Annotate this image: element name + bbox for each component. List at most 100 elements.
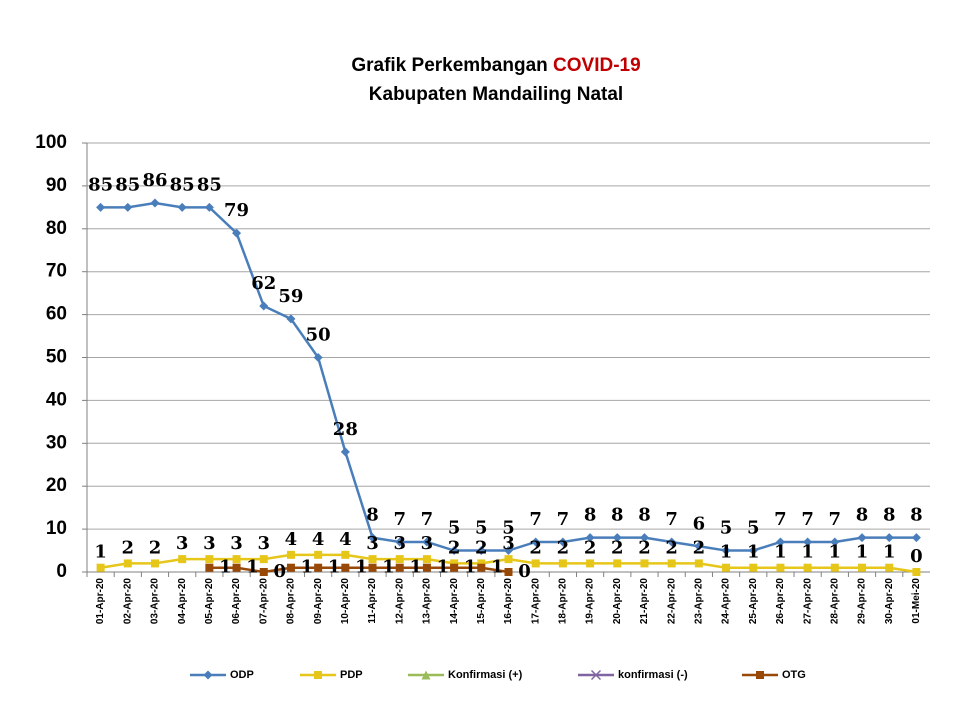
- y-tick-label: 50: [46, 347, 67, 368]
- point-marker: [449, 546, 459, 556]
- point-marker: [204, 202, 214, 212]
- point-marker: [205, 563, 214, 572]
- chart-title: Grafik Perkembangan: [351, 55, 547, 76]
- data-label: 1: [219, 557, 232, 578]
- x-tick-label: 01-Apr-20: [95, 578, 106, 625]
- data-label: 1: [382, 557, 395, 578]
- y-tick-label: 30: [46, 432, 67, 453]
- point-marker: [590, 669, 602, 681]
- data-label: 85: [115, 174, 140, 195]
- data-label: 50: [306, 325, 331, 346]
- data-label: 8: [910, 505, 923, 526]
- x-tick-label: 13-Apr-20: [422, 578, 433, 625]
- point-marker: [531, 537, 541, 547]
- point-marker: [368, 555, 377, 564]
- point-marker: [421, 670, 431, 680]
- point-marker: [885, 563, 894, 572]
- point-marker: [884, 533, 894, 543]
- point-marker: [558, 559, 567, 568]
- point-marker: [477, 559, 486, 568]
- point-marker: [341, 563, 350, 572]
- data-label: 8: [611, 505, 624, 526]
- data-label: 0: [273, 561, 286, 582]
- point-marker: [422, 555, 431, 564]
- x-tick-label: 14-Apr-20: [449, 578, 460, 625]
- data-label: 1: [491, 557, 504, 578]
- point-marker: [123, 202, 133, 212]
- point-marker: [314, 563, 323, 572]
- point-marker: [422, 563, 431, 572]
- legend-label: konfirmasi (-): [618, 669, 688, 681]
- data-label: 7: [665, 509, 678, 530]
- point-marker: [259, 568, 268, 576]
- data-label: 2: [529, 537, 542, 558]
- x-tick-label: 29-Apr-20: [857, 578, 868, 625]
- data-label: 2: [149, 537, 162, 558]
- point-marker: [612, 533, 622, 543]
- point-marker: [395, 555, 404, 564]
- x-tick-label: 27-Apr-20: [802, 578, 813, 625]
- point-marker: [558, 537, 568, 547]
- data-label: 1: [747, 542, 760, 563]
- data-label: 8: [638, 505, 651, 526]
- y-tick-label: 90: [46, 175, 67, 196]
- data-label: 8: [856, 505, 869, 526]
- y-tick-label: 40: [46, 389, 67, 410]
- point-marker: [123, 559, 132, 568]
- data-label: 1: [246, 557, 259, 578]
- point-marker: [395, 537, 405, 547]
- point-marker: [150, 198, 160, 208]
- x-tick-label: 09-Apr-20: [313, 578, 324, 625]
- point-marker: [858, 563, 867, 572]
- x-tick-label: 04-Apr-20: [177, 578, 188, 625]
- point-marker: [286, 550, 295, 559]
- data-label: 4: [285, 529, 298, 550]
- point-marker: [640, 559, 649, 568]
- x-tick-label: 17-Apr-20: [530, 578, 541, 625]
- x-tick-label: 25-Apr-20: [748, 578, 759, 625]
- data-label: 0: [910, 546, 923, 567]
- data-label: 1: [94, 542, 107, 563]
- point-marker: [830, 563, 839, 572]
- point-marker: [286, 314, 296, 324]
- legend-label: PDP: [340, 669, 363, 681]
- point-marker: [722, 563, 731, 572]
- point-marker: [756, 671, 764, 679]
- point-marker: [205, 555, 214, 564]
- x-tick-label: 20-Apr-20: [612, 578, 623, 625]
- data-label: 4: [312, 529, 325, 550]
- data-label: 2: [584, 537, 597, 558]
- data-label: 7: [393, 509, 406, 530]
- point-marker: [150, 559, 159, 568]
- x-tick-label: 01-Mei-20: [911, 578, 922, 624]
- chart-title-highlight: COVID-19: [553, 55, 641, 76]
- point-marker: [694, 559, 703, 568]
- data-label: 3: [393, 533, 406, 554]
- x-tick-label: 26-Apr-20: [775, 578, 786, 625]
- data-label: 3: [203, 533, 216, 554]
- x-tick-label: 07-Apr-20: [258, 578, 269, 625]
- data-label: 2: [638, 537, 651, 558]
- point-marker: [177, 202, 187, 212]
- data-label: 1: [328, 557, 341, 578]
- point-marker: [476, 546, 486, 556]
- data-label: 3: [366, 533, 379, 554]
- point-marker: [749, 563, 758, 572]
- data-label: 1: [774, 542, 787, 563]
- data-label: 5: [747, 518, 760, 539]
- data-label: 1: [856, 542, 869, 563]
- x-tick-label: 10-Apr-20: [340, 578, 351, 625]
- point-marker: [776, 563, 785, 572]
- point-marker: [585, 533, 595, 543]
- point-marker: [341, 550, 350, 559]
- data-label: 8: [883, 505, 896, 526]
- data-label: 5: [475, 518, 488, 539]
- data-label: 7: [529, 509, 542, 530]
- data-label: 1: [355, 557, 368, 578]
- point-marker: [830, 537, 840, 547]
- point-marker: [314, 550, 323, 559]
- x-tick-label: 05-Apr-20: [204, 578, 215, 625]
- point-marker: [96, 563, 105, 572]
- y-tick-label: 20: [46, 475, 67, 496]
